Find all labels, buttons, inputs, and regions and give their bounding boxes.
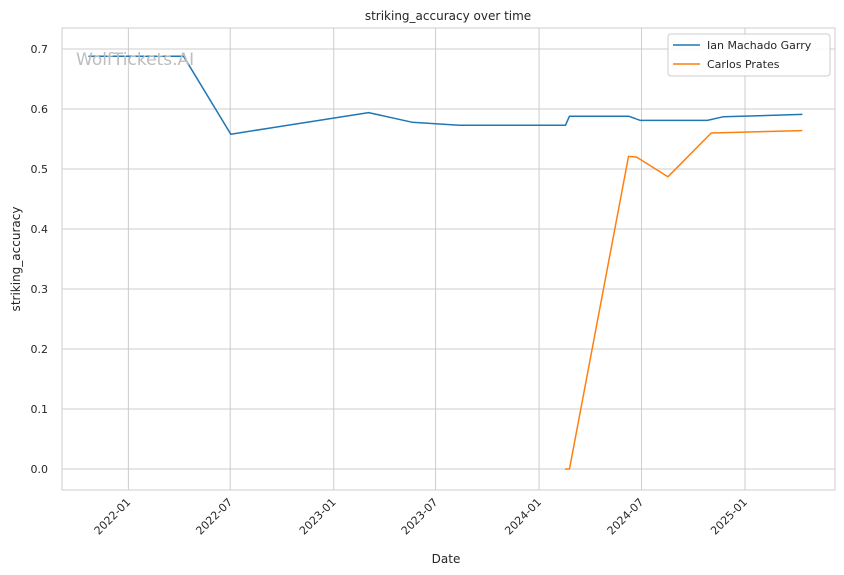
y-tick-label: 0.6 [31,103,49,116]
y-axis-title: striking_accuracy [9,207,23,312]
watermark: WolfTickets.AI [76,50,194,70]
series-line-0 [88,55,803,135]
legend-label-0: Ian Machado Garry [707,39,812,52]
plot-background [62,28,835,490]
x-tick-label: 2023-07 [399,496,441,538]
y-tick-label: 0.2 [31,343,49,356]
legend-box [667,33,831,77]
x-tick-label: 2024-07 [605,496,647,538]
y-tick-label: 0.3 [31,283,49,296]
x-tick-label: 2022-01 [92,496,134,538]
y-tick-label: 0.5 [31,163,49,176]
x-axis-title: Date [432,552,461,566]
y-tick-label: 0.1 [31,403,49,416]
plot-area [88,55,803,470]
grid [62,28,835,490]
x-tick-label: 2023-01 [297,496,339,538]
x-tick-label: 2022-07 [193,496,235,538]
legend-label-1: Carlos Prates [707,58,780,71]
legend: Ian Machado Garry Carlos Prates [667,33,831,77]
y-tick-label: 0.7 [31,43,49,56]
x-tick-label: 2024-01 [502,496,544,538]
y-tick-label: 0.0 [31,463,49,476]
x-tick-label: 2025-01 [708,496,750,538]
series-line-1 [564,129,803,470]
plot-frame [61,27,836,491]
chart-title: striking_accuracy over time [365,9,531,23]
y-tick-label: 0.4 [31,223,49,236]
